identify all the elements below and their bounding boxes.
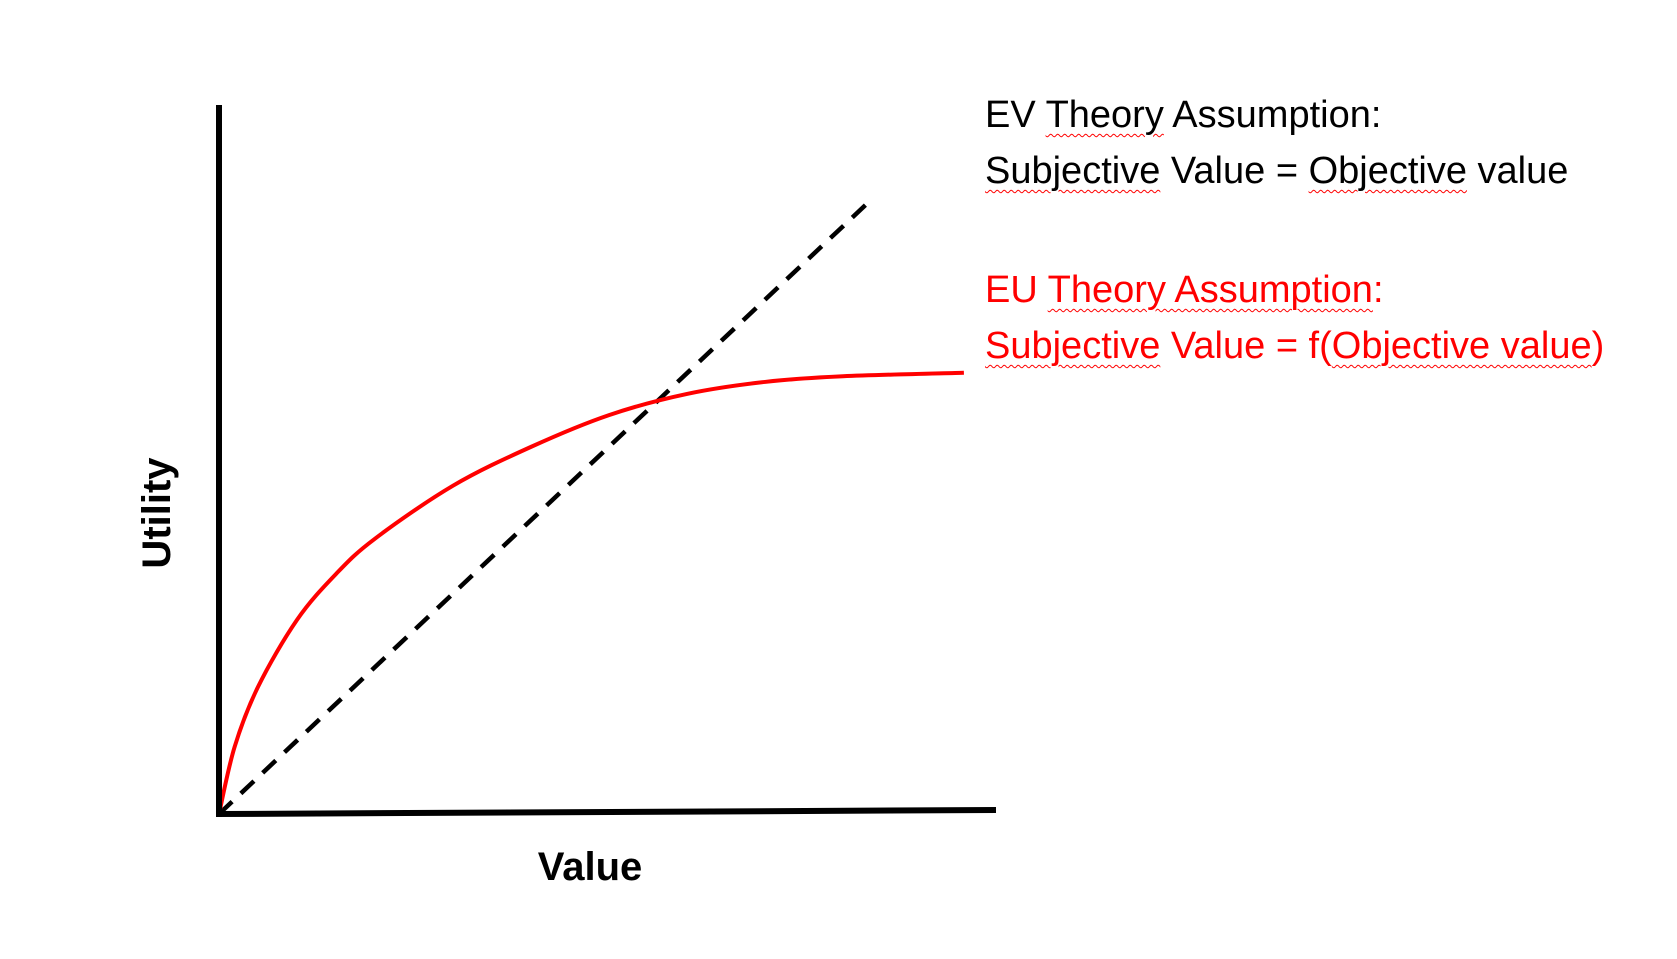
concave-series-line: [217, 370, 964, 815]
ev-value-word: value: [1466, 150, 1569, 192]
ev-equals-text: Value =: [1160, 150, 1309, 192]
ev-assumption-text: Assumption:: [1163, 94, 1382, 136]
eu-close-paren: ): [1591, 325, 1605, 367]
eu-annotation-line1: EU Theory Assumption:: [985, 262, 1604, 318]
ev-prefix: EV: [985, 94, 1046, 136]
ev-annotation-line2: Subjective Value = Objective value: [985, 143, 1568, 199]
y-axis-title: Utility: [135, 457, 179, 569]
series-layer: [217, 198, 964, 816]
ev-annotation-line1: EV Theory Assumption:: [985, 87, 1568, 143]
eu-subjective-word: Subjective: [985, 325, 1161, 367]
x-axis: [215, 806, 997, 818]
ev-subjective-word: Subjective: [985, 150, 1161, 192]
eu-annotation-line2: Subjective Value = f(Objective value): [985, 318, 1604, 374]
ev-annotation: EV Theory Assumption: Subjective Value =…: [985, 87, 1568, 199]
eu-theory-assumption-words: Theory Assumption: [1047, 269, 1373, 311]
eu-colon: :: [1372, 269, 1384, 311]
eu-annotation: EU Theory Assumption: Subjective Value =…: [985, 262, 1604, 374]
eu-prefix: EU: [985, 269, 1048, 311]
ev-objective-word: Objective: [1308, 150, 1467, 192]
ev-theory-word: Theory: [1045, 94, 1164, 136]
linear-series-line: [217, 198, 873, 816]
eu-equals-text: Value = f(: [1160, 325, 1332, 367]
eu-objective-value-words: Objective value: [1331, 325, 1592, 367]
x-axis-title: Value: [538, 845, 643, 889]
